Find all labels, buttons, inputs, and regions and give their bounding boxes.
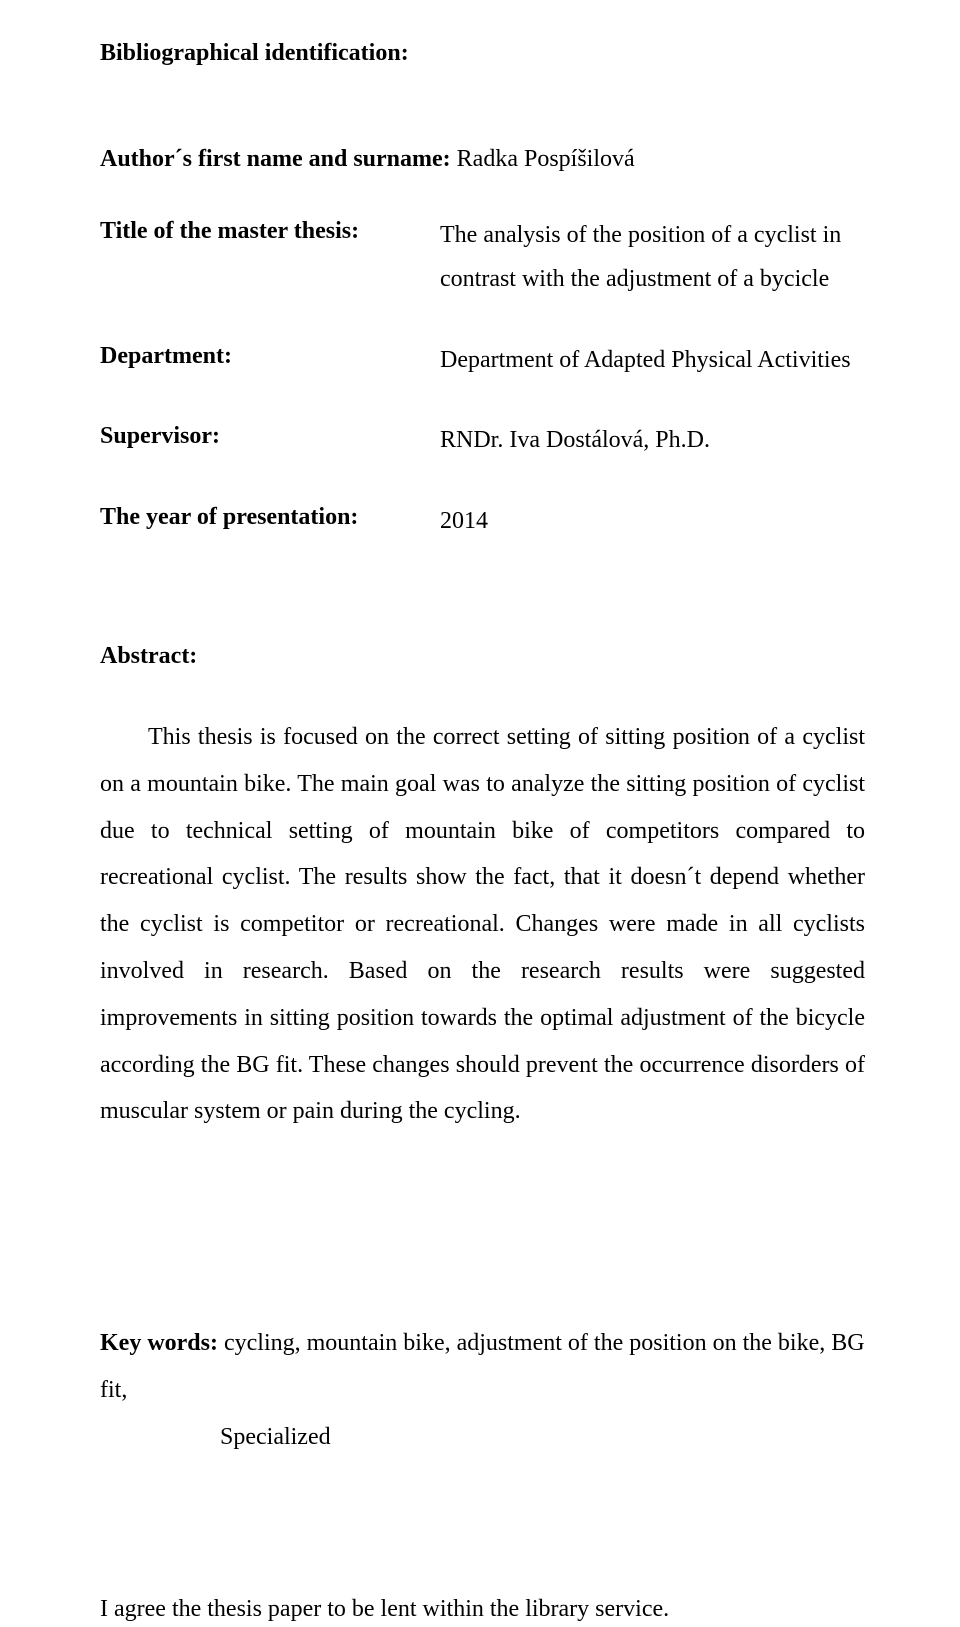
supervisor-value: RNDr. Iva Dostálová, Ph.D. — [440, 418, 865, 462]
department-row: Department: Department of Adapted Physic… — [100, 338, 865, 382]
bibliographical-heading: Bibliographical identification: — [100, 35, 865, 71]
year-row: The year of presentation: 2014 — [100, 499, 865, 543]
keywords-line-1: Key words: cycling, mountain bike, adjus… — [100, 1320, 865, 1414]
title-label: Title of the master thesis: — [100, 213, 440, 249]
supervisor-label: Supervisor: — [100, 418, 440, 454]
keywords-label: Key words: — [100, 1330, 218, 1356]
title-row: Title of the master thesis: The analysis… — [100, 213, 865, 302]
abstract-body: This thesis is focused on the correct se… — [100, 714, 865, 1135]
footer-statement: I agree the thesis paper to be lent with… — [100, 1591, 865, 1627]
department-value: Department of Adapted Physical Activitie… — [440, 338, 865, 382]
supervisor-row: Supervisor: RNDr. Iva Dostálová, Ph.D. — [100, 418, 865, 462]
document-page: Bibliographical identification: Author´s… — [0, 0, 960, 1627]
department-label: Department: — [100, 338, 440, 374]
author-row: Author´s first name and surname: Radka P… — [100, 141, 865, 177]
author-label: Author´s first name and surname: — [100, 146, 451, 172]
author-value: Radka Pospíšilová — [457, 146, 635, 172]
keywords-block: Key words: cycling, mountain bike, adjus… — [100, 1320, 865, 1460]
title-value: The analysis of the position of a cyclis… — [440, 213, 865, 302]
keywords-line-2: Specialized — [100, 1414, 865, 1461]
abstract-heading: Abstract: — [100, 638, 865, 674]
year-label: The year of presentation: — [100, 499, 440, 535]
year-value: 2014 — [440, 499, 865, 543]
